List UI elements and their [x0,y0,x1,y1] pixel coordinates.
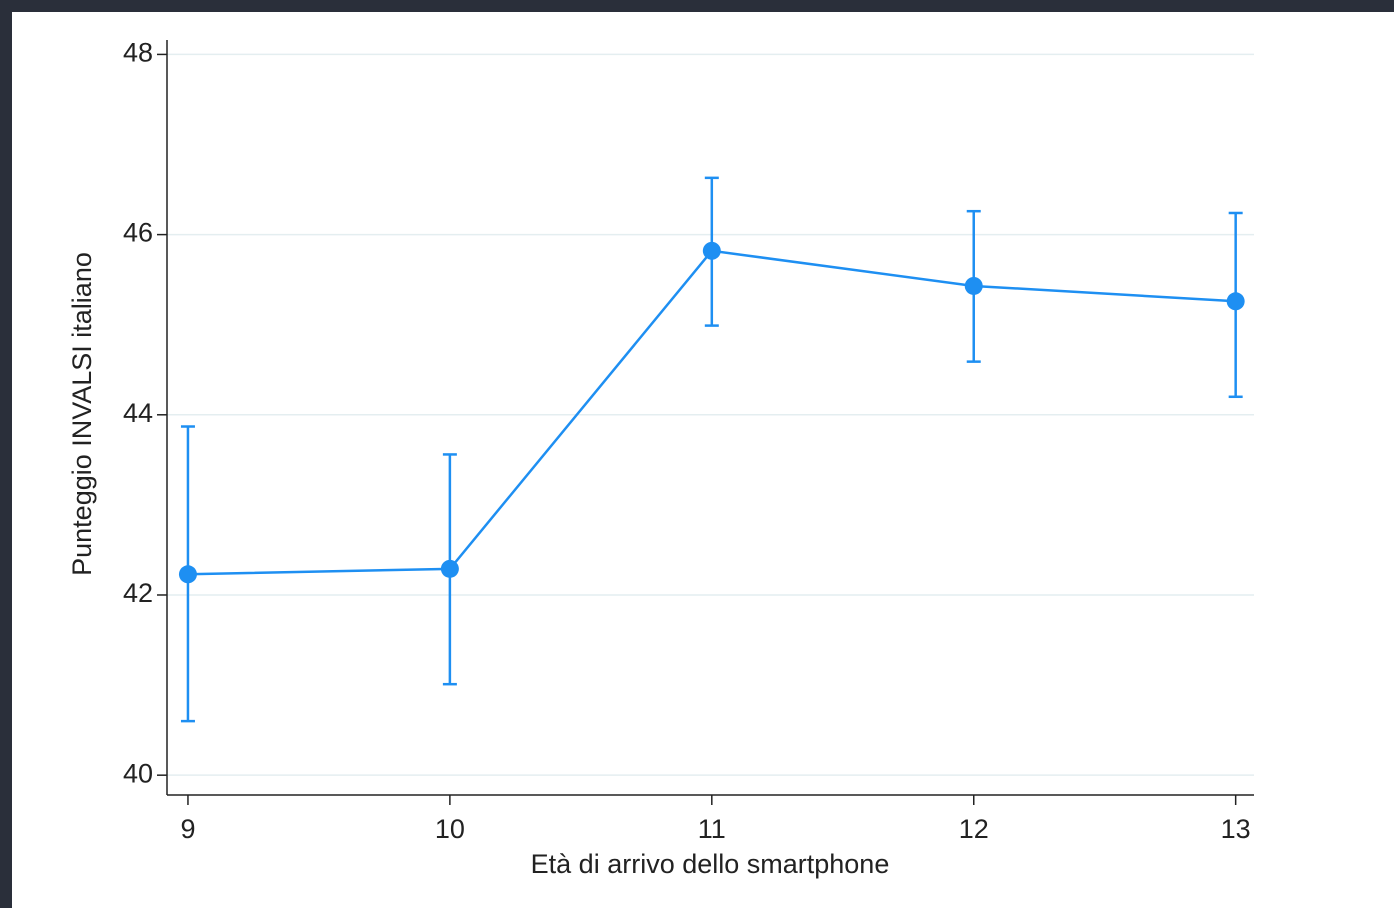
x-axis-title: Età di arrivo dello smartphone [531,849,890,879]
y-tick-label: 48 [123,38,153,68]
x-tick-label: 11 [698,814,726,844]
chart-panel [12,12,1394,908]
x-tick-label: 12 [959,814,989,844]
y-tick-label: 40 [123,758,153,788]
point [178,565,197,584]
y-tick-label: 42 [123,578,153,608]
x-tick-label: 10 [435,814,465,844]
x-tick-label: 13 [1221,814,1251,844]
point [702,241,721,260]
y-tick-label: 44 [123,398,153,428]
point [1226,292,1245,311]
point [964,276,983,295]
y-axis-title: Punteggio INVALSI italiano [67,252,97,576]
x-tick-label: 9 [180,814,195,844]
y-tick-label: 46 [123,218,153,248]
point [440,559,459,578]
